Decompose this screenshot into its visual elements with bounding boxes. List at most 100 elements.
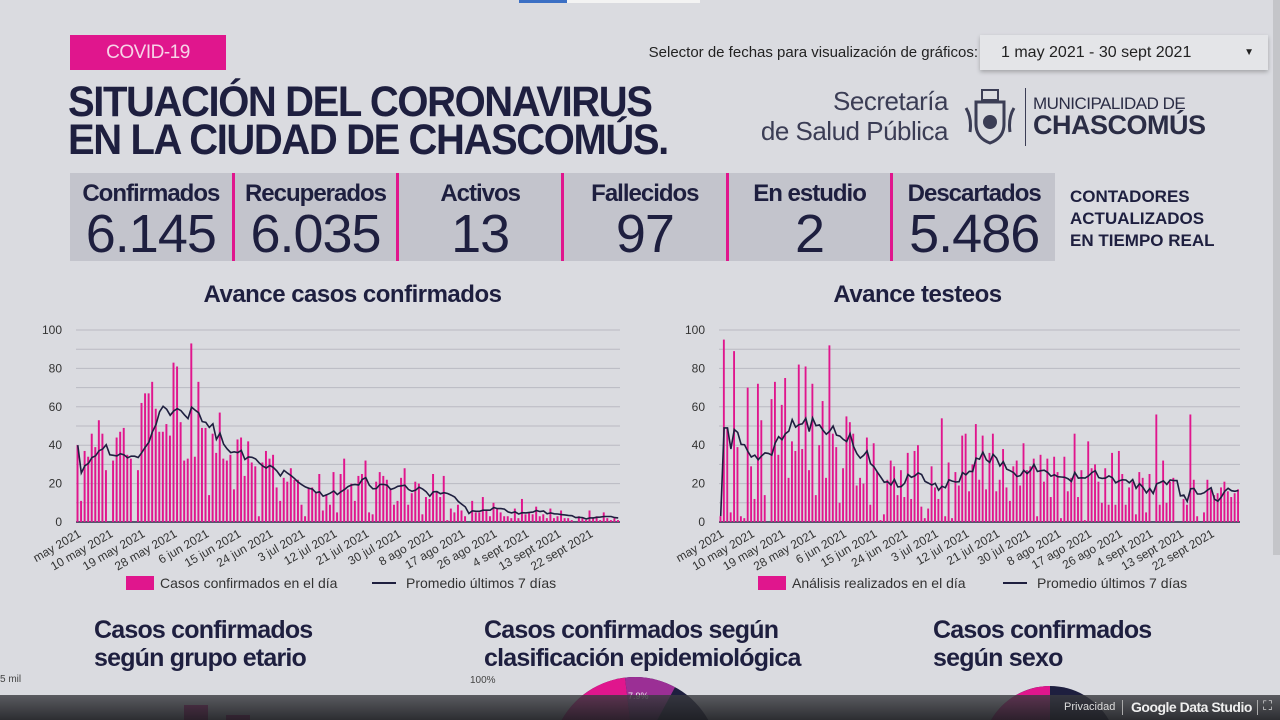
bar [743,518,746,522]
counter-descartados: Descartados 5.486 [890,173,1055,264]
bar [474,512,477,522]
bar [435,491,438,522]
bar [739,516,742,522]
bar [332,472,335,522]
bar [456,504,459,522]
footer-bar [0,695,1280,720]
bar [746,387,749,522]
google-data-studio-link[interactable]: Google Data Studio [1131,699,1252,715]
bar [567,518,570,522]
bar [560,510,563,522]
bar [503,516,506,522]
y-tick-label: 80 [49,361,63,375]
bar [272,454,275,522]
bar [947,462,950,522]
counter-fallecidos: Fallecidos 97 [561,173,726,264]
legend-label: Análisis realizados en el día [792,575,966,591]
scrollbar[interactable] [1273,0,1280,555]
bar [151,381,154,522]
bar [1100,502,1103,522]
bar [556,516,559,522]
counter-label: Recuperados [244,180,387,207]
bar [1213,495,1216,522]
bar [995,491,998,522]
title-line: clasificación epidemiológica [484,644,801,672]
bar [896,495,899,522]
bar [300,504,303,522]
bar [828,345,831,522]
bar [257,516,260,522]
bar [385,479,388,522]
counter-confirmados: Confirmados 6.145 [70,173,232,264]
bar [1070,477,1073,522]
bar [1056,472,1059,522]
bar [140,402,143,522]
bar [882,514,885,522]
bar [1203,512,1205,522]
bar [524,514,527,522]
bar [112,460,115,522]
bar [951,518,953,522]
bar [842,468,844,522]
bar [247,441,250,522]
bar [1097,481,1100,522]
bar [147,393,150,522]
bar [1226,491,1229,522]
date-range-dropdown[interactable]: 1 may 2021 - 30 sept 2021 ▼ [980,35,1268,70]
bar [90,433,93,522]
bar [961,435,964,522]
bar [1036,516,1039,522]
bar [1158,504,1161,522]
bar [784,378,787,522]
bar [978,479,981,522]
bar [818,445,821,522]
bar [176,366,179,522]
bar [889,460,892,522]
bar [777,454,780,522]
bar [389,489,392,522]
bar [794,450,797,522]
bar [513,508,516,522]
bar [378,472,381,522]
bar [538,516,541,522]
bar [531,514,534,522]
y-tick-label: 100 [42,323,62,337]
bar [200,427,203,522]
privacy-link[interactable]: Privacidad [1064,701,1116,713]
bar [1008,500,1011,522]
y-tick-label: 20 [692,477,706,491]
bar [360,474,363,522]
bar [1043,481,1045,522]
bar [1124,504,1127,522]
bar [729,512,732,522]
bar [852,433,855,522]
bar [753,498,756,522]
bar [1087,441,1090,522]
bar [869,504,872,522]
bar [899,470,902,522]
bar [488,516,491,522]
bar [592,518,595,522]
bar [314,493,317,522]
epi-chart-title: Casos confirmados según clasificación ep… [484,616,801,672]
title-line: Casos confirmados según [484,616,779,644]
bar [1172,477,1175,522]
bar [1002,449,1005,522]
bar [371,514,374,522]
bar [1005,487,1008,522]
counter-label: Confirmados [82,180,220,207]
bar [321,510,324,522]
secretaria-logo-text: Secretaría de Salud Pública [700,86,949,146]
covid-badge: COVID-19 [70,35,226,70]
bar [357,475,360,522]
counter-label: Descartados [907,180,1042,207]
bar [797,364,800,522]
bar [944,516,947,522]
fullscreen-icon[interactable]: ⛶ [1263,698,1273,713]
bar [542,514,545,522]
bar [1206,479,1209,522]
bar [286,481,289,522]
bar [318,474,321,522]
bar [1083,520,1086,522]
date-selector-label: Selector de fechas para visualización de… [648,44,978,61]
